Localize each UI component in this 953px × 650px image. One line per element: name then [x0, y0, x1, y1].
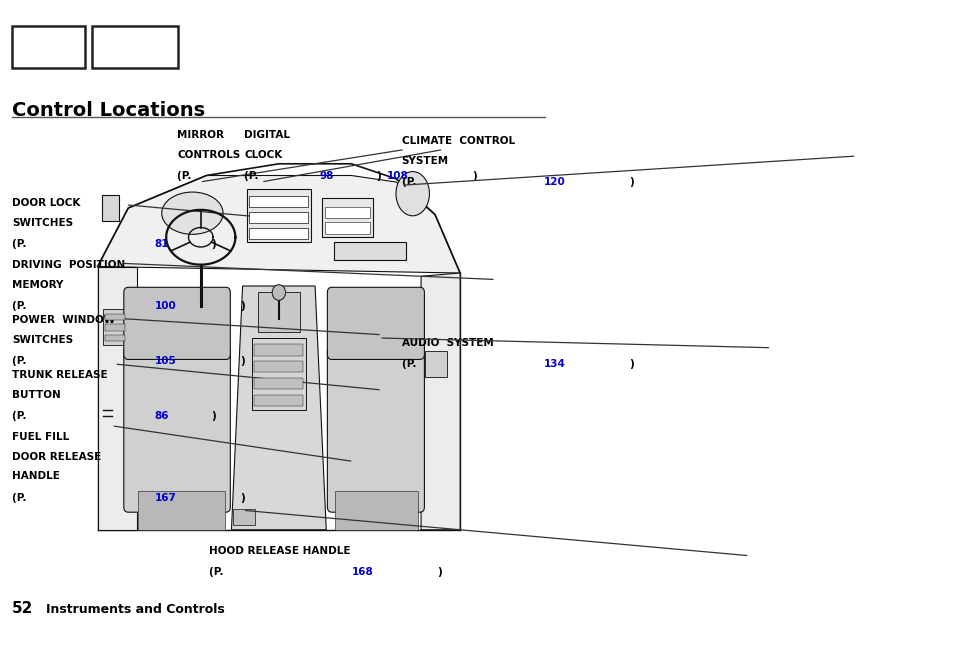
Text: POWER  WINDOW: POWER WINDOW — [12, 315, 115, 325]
Ellipse shape — [162, 192, 223, 234]
Bar — [334, 242, 406, 260]
Bar — [102, 195, 119, 221]
Text: 120: 120 — [543, 177, 565, 187]
Bar — [138, 491, 225, 530]
Text: 86: 86 — [154, 411, 169, 421]
Bar — [254, 395, 303, 406]
Text: (P.: (P. — [401, 177, 423, 187]
Text: ): ) — [472, 171, 476, 181]
Text: 134: 134 — [543, 359, 565, 369]
FancyBboxPatch shape — [124, 287, 230, 359]
Text: 105: 105 — [154, 356, 176, 366]
Bar — [12, 26, 85, 68]
Text: Instruments and Controls: Instruments and Controls — [46, 603, 224, 616]
Text: HOOD RELEASE HANDLE: HOOD RELEASE HANDLE — [209, 546, 351, 556]
Polygon shape — [97, 176, 459, 273]
Bar — [105, 324, 125, 331]
Bar — [324, 222, 370, 234]
Text: (P.: (P. — [209, 567, 231, 577]
Text: (P.: (P. — [401, 359, 423, 369]
Text: 52: 52 — [12, 601, 33, 616]
Polygon shape — [232, 286, 326, 530]
Text: HANDLE: HANDLE — [12, 471, 60, 481]
Bar — [246, 189, 311, 242]
FancyBboxPatch shape — [327, 346, 424, 512]
Text: ): ) — [628, 359, 633, 369]
Text: 168: 168 — [351, 567, 373, 577]
Text: ): ) — [239, 356, 244, 366]
Text: (P.: (P. — [244, 171, 266, 181]
Text: Control Locations: Control Locations — [12, 101, 205, 120]
Text: DOOR RELEASE: DOOR RELEASE — [12, 452, 101, 461]
Text: FUEL FILL: FUEL FILL — [12, 432, 70, 442]
Ellipse shape — [395, 172, 429, 216]
Text: (P.: (P. — [177, 171, 199, 181]
Bar — [254, 361, 303, 372]
Text: CLIMATE  CONTROL: CLIMATE CONTROL — [401, 136, 514, 146]
Bar — [424, 351, 447, 377]
FancyBboxPatch shape — [327, 287, 424, 359]
Bar — [105, 335, 125, 341]
Text: 81: 81 — [154, 239, 169, 249]
Bar — [252, 338, 305, 410]
Text: (P.: (P. — [12, 493, 34, 502]
Bar — [91, 26, 178, 68]
Text: ): ) — [239, 301, 244, 311]
Bar — [322, 198, 373, 237]
Text: MEMORY: MEMORY — [12, 280, 64, 289]
Bar — [249, 196, 308, 207]
Bar — [335, 491, 417, 530]
Text: ): ) — [628, 177, 633, 187]
Text: (P.: (P. — [12, 239, 34, 249]
Circle shape — [272, 285, 285, 300]
Text: SWITCHES: SWITCHES — [12, 218, 73, 227]
Text: ): ) — [436, 567, 441, 577]
Bar — [254, 344, 303, 356]
Text: ): ) — [212, 411, 216, 421]
Text: 167: 167 — [154, 493, 176, 502]
Text: BUTTON: BUTTON — [12, 390, 61, 400]
Text: MIRROR: MIRROR — [177, 130, 224, 140]
Text: 98: 98 — [319, 171, 334, 181]
Bar — [257, 292, 300, 332]
Text: 100: 100 — [154, 301, 176, 311]
Text: DOOR LOCK: DOOR LOCK — [12, 198, 81, 208]
Text: (P.: (P. — [12, 411, 34, 421]
Bar — [324, 207, 370, 218]
Text: CLOCK: CLOCK — [244, 150, 282, 159]
Text: ): ) — [212, 239, 216, 249]
Text: ): ) — [239, 493, 244, 502]
Bar — [254, 378, 303, 389]
Text: DRIVING  POSITION: DRIVING POSITION — [12, 260, 126, 270]
Text: 108: 108 — [386, 171, 408, 181]
Text: SYSTEM: SYSTEM — [401, 156, 448, 166]
Text: DIGITAL: DIGITAL — [244, 130, 290, 140]
Text: SWITCHES: SWITCHES — [12, 335, 73, 344]
Text: CONTROLS: CONTROLS — [177, 150, 240, 159]
Text: AUDIO  SYSTEM: AUDIO SYSTEM — [401, 338, 493, 348]
Polygon shape — [97, 266, 136, 530]
Bar — [233, 509, 255, 525]
Bar — [105, 314, 125, 320]
Bar — [249, 227, 308, 239]
Polygon shape — [420, 273, 459, 530]
FancyBboxPatch shape — [124, 346, 230, 512]
Text: TRUNK RELEASE: TRUNK RELEASE — [12, 370, 108, 380]
Bar — [103, 309, 127, 344]
Text: ): ) — [376, 171, 381, 181]
Text: (P.: (P. — [12, 301, 34, 311]
Bar — [249, 212, 308, 223]
Text: (P.: (P. — [12, 356, 34, 366]
